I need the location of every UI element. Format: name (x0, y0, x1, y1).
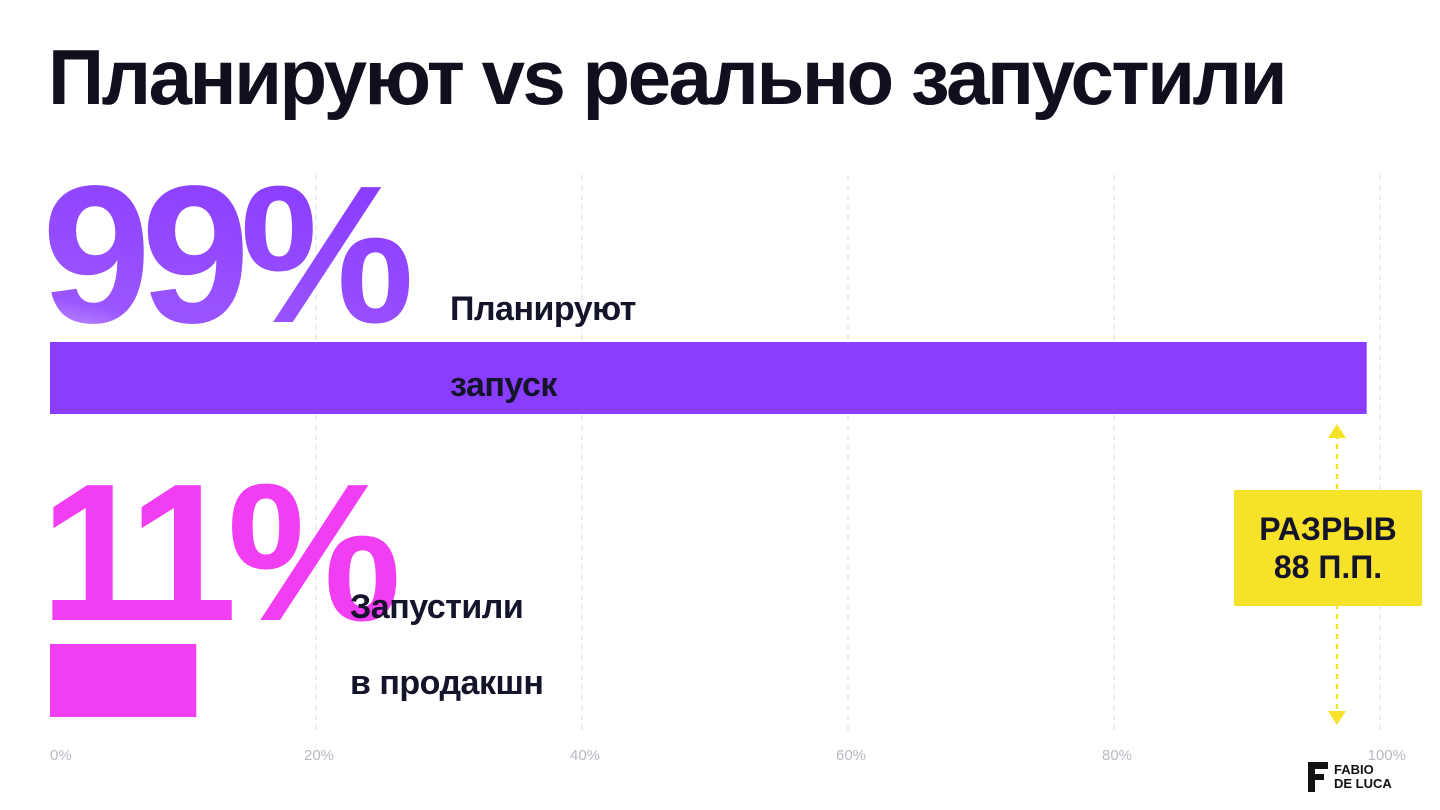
logo-line-2: DE LUCA (1334, 776, 1392, 791)
x-tick-label: 0% (50, 747, 72, 764)
bars (50, 342, 1367, 717)
logo-line-1: FABIO (1334, 762, 1374, 777)
gap-annotation: РАЗРЫВ 88 П.П. (1234, 490, 1422, 606)
brand-logo: FABIO DE LUCA (1308, 762, 1392, 792)
x-tick-labels: 0% 20% 40% 60% 80% 100% (50, 747, 1406, 764)
value-label: 99% (42, 145, 410, 364)
value-label: 11% (40, 443, 397, 662)
logo-f-icon (1308, 762, 1328, 792)
bar (50, 644, 197, 717)
page-title: Планируют vs реально запустили (48, 33, 1288, 121)
x-tick-label: 20% (304, 747, 334, 764)
bar-label-launched: Запустили в продакшн (350, 588, 544, 702)
gap-arrow-head-down (1328, 711, 1346, 725)
x-tick-label: 80% (1102, 747, 1132, 764)
bar-label-planned: Планируют запуск (450, 290, 636, 404)
value-labels: 99%11% (40, 145, 420, 662)
gap-arrow-head-up (1328, 424, 1346, 438)
bar (50, 342, 1367, 414)
grid-lines (315, 175, 1381, 735)
x-tick-label: 40% (570, 747, 600, 764)
x-tick-label: 60% (836, 747, 866, 764)
x-tick-label: 100% (1368, 747, 1406, 764)
